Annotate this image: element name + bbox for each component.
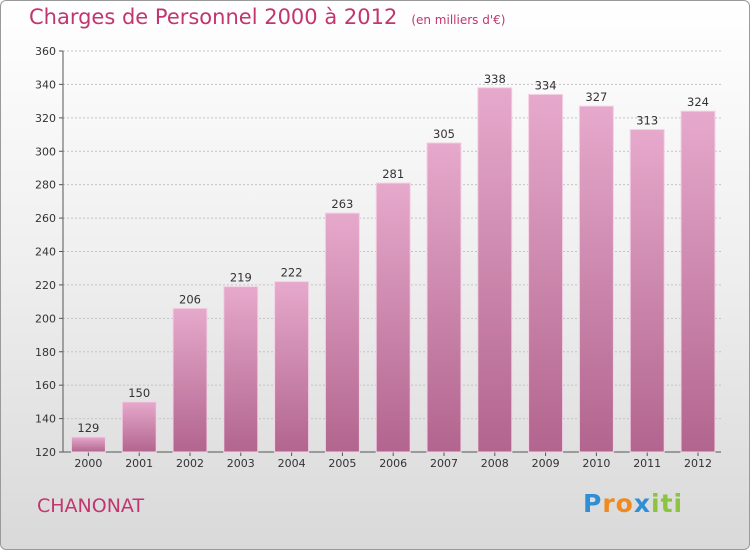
logo-letter: r (602, 489, 616, 518)
bar-value-label: 313 (636, 114, 658, 128)
bar (172, 307, 208, 453)
y-tick-label: 220 (35, 279, 56, 292)
bar-value-label: 324 (687, 95, 709, 109)
bar (375, 182, 411, 453)
bar (121, 401, 157, 453)
x-tick-label: 2012 (684, 457, 712, 470)
y-tick-label: 120 (35, 446, 56, 459)
y-tick-label: 240 (35, 246, 56, 259)
bar-value-label: 281 (382, 167, 404, 181)
bar-value-label: 263 (331, 197, 353, 211)
y-tick-label: 260 (35, 212, 56, 225)
bar (477, 87, 513, 453)
logo-letter: o (615, 489, 634, 518)
bar-value-label: 150 (128, 386, 150, 400)
x-tick-label: 2006 (379, 457, 407, 470)
bar (426, 142, 462, 453)
bars (70, 87, 716, 453)
value-labels: 129 150 206 219 222 263 281 305 338 334 327 313 324 (77, 72, 709, 435)
y-tick-label: 340 (35, 78, 56, 91)
bar (528, 93, 564, 453)
x-tick-label: 2000 (74, 457, 102, 470)
bar-value-label: 305 (433, 127, 455, 141)
bar (223, 286, 259, 453)
bar (578, 105, 614, 453)
logo-letter: x (633, 489, 651, 518)
bar-value-label: 219 (230, 271, 252, 285)
x-tick-label: 2003 (227, 457, 255, 470)
y-tick-label: 280 (35, 179, 56, 192)
y-tick-label: 320 (35, 112, 56, 125)
bar-value-label: 129 (77, 421, 99, 435)
bar (324, 212, 360, 453)
logo-letter: t (660, 489, 674, 518)
y-tick-label: 160 (35, 379, 56, 392)
chart-unit: (en milliers d'€) (411, 13, 506, 27)
bar (680, 110, 716, 453)
bar-value-label: 327 (585, 90, 607, 104)
x-tick-label: 2007 (430, 457, 458, 470)
city-name: CHANONAT (37, 495, 145, 517)
y-tick-label: 180 (35, 346, 56, 359)
bar-value-label: 206 (179, 292, 201, 306)
y-tick-label: 200 (35, 312, 56, 325)
y-tick-label: 360 (35, 45, 56, 58)
x-tick-label: 2010 (582, 457, 610, 470)
x-tick-label: 2009 (532, 457, 560, 470)
bar (629, 129, 665, 453)
chart-title-block: Charges de Personnel 2000 à 2012 (en mill… (29, 5, 505, 29)
x-tick-label: 2011 (633, 457, 661, 470)
chart-title: Charges de Personnel 2000 à 2012 (29, 5, 398, 29)
bar (70, 436, 106, 453)
x-tick-label: 2005 (328, 457, 356, 470)
logo-letter: P (583, 489, 603, 518)
logo-letter: i (651, 489, 661, 518)
y-tick-label: 140 (35, 413, 56, 426)
bar (274, 281, 310, 453)
x-tick-label: 2002 (176, 457, 204, 470)
bar-value-label: 338 (484, 72, 506, 86)
logo-letter: i (673, 489, 684, 518)
y-tick-label: 300 (35, 145, 56, 158)
x-tick-label: 2004 (278, 457, 306, 470)
bar-value-label: 222 (281, 266, 303, 280)
proxiti-logo: Proxiti (583, 489, 683, 518)
bar-value-label: 334 (535, 78, 557, 92)
x-tick-label: 2008 (481, 457, 509, 470)
x-tick-label: 2001 (125, 457, 153, 470)
